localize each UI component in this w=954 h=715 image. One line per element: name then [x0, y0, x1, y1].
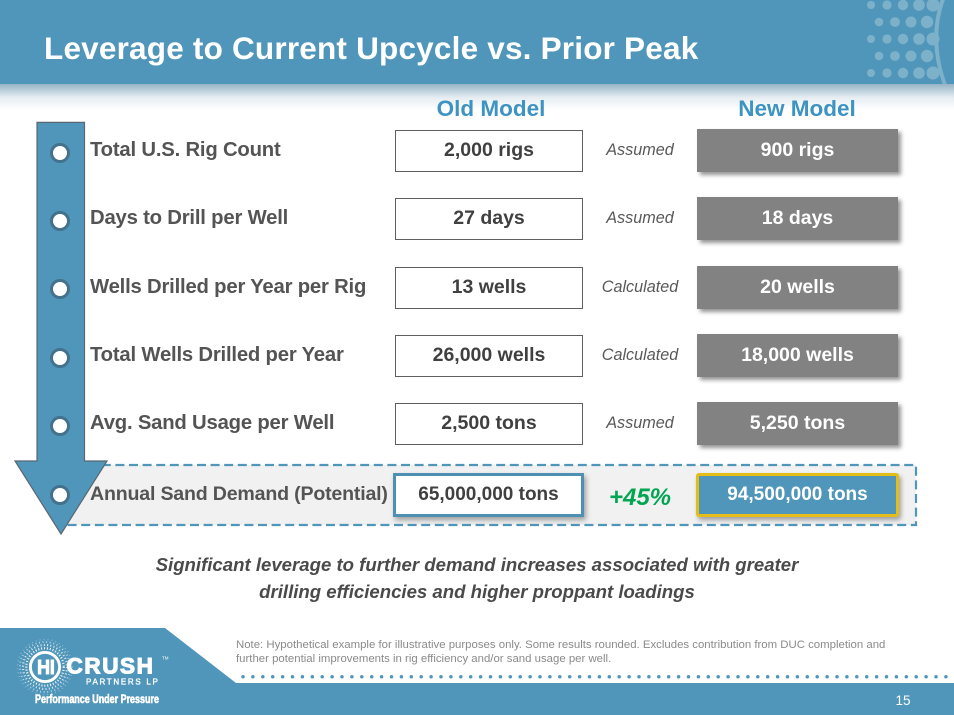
svg-text:TM: TM	[162, 656, 169, 661]
svg-text:CRUSH: CRUSH	[67, 653, 155, 678]
svg-text:HI: HI	[37, 657, 55, 679]
svg-text:PARTNERS LP: PARTNERS LP	[86, 678, 160, 687]
svg-text:Performance Under Pressure: Performance Under Pressure	[35, 694, 159, 706]
